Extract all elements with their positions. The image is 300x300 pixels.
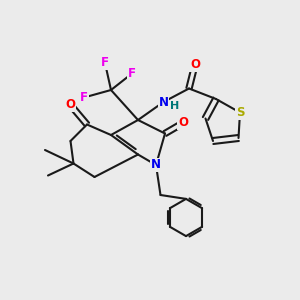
Text: F: F [80,91,88,104]
Text: F: F [128,67,136,80]
Text: H: H [170,100,179,111]
Text: O: O [190,58,200,71]
Text: O: O [178,116,188,130]
Text: O: O [65,98,76,112]
Text: F: F [101,56,109,70]
Text: N: N [158,95,169,109]
Text: N: N [151,158,161,172]
Text: S: S [236,106,244,119]
